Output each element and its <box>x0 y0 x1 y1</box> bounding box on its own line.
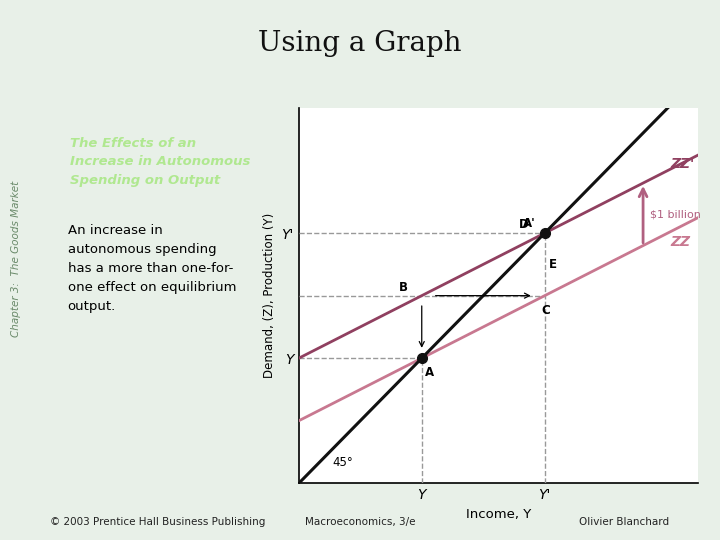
Text: Chapter 3:  The Goods Market: Chapter 3: The Goods Market <box>11 181 21 338</box>
X-axis label: Income, Y: Income, Y <box>466 508 531 521</box>
Text: C: C <box>541 305 550 318</box>
Y-axis label: Demand, (Z), Production (Y): Demand, (Z), Production (Y) <box>263 213 276 379</box>
Text: © 2003 Prentice Hall Business Publishing: © 2003 Prentice Hall Business Publishing <box>50 517 266 527</box>
Text: ZZ': ZZ' <box>671 157 695 171</box>
Text: B: B <box>398 281 408 294</box>
Text: Olivier Blanchard: Olivier Blanchard <box>580 517 670 527</box>
Text: E: E <box>549 258 557 271</box>
Text: The Effects of an
Increase in Autonomous
Spending on Output: The Effects of an Increase in Autonomous… <box>70 137 251 186</box>
Text: A': A' <box>523 217 536 230</box>
Text: D: D <box>519 218 528 231</box>
Text: $1 billion: $1 billion <box>650 210 701 219</box>
Text: 45°: 45° <box>333 456 354 469</box>
Text: ZZ: ZZ <box>671 235 690 249</box>
Text: Macroeconomics, 3/e: Macroeconomics, 3/e <box>305 517 415 527</box>
Text: An increase in
autonomous spending
has a more than one-for-
one effect on equili: An increase in autonomous spending has a… <box>68 224 236 313</box>
Text: Using a Graph: Using a Graph <box>258 30 462 57</box>
Text: A: A <box>425 366 434 379</box>
